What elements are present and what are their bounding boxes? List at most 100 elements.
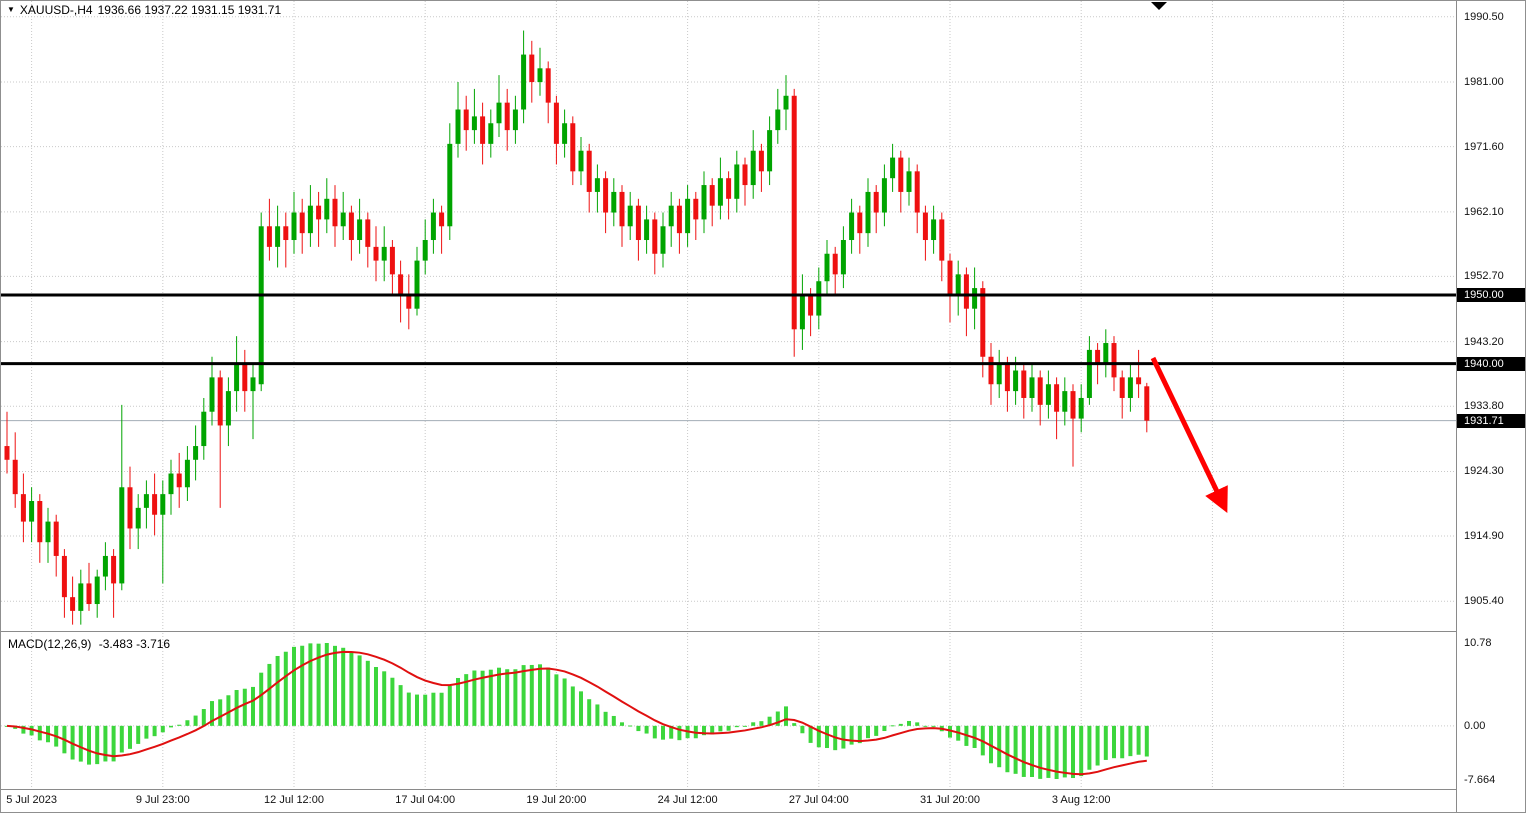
price-tick-label: 1952.70 bbox=[1464, 270, 1504, 283]
time-tick-label: 24 Jul 12:00 bbox=[657, 794, 718, 806]
candle-body bbox=[1127, 377, 1133, 398]
candle-body bbox=[250, 377, 256, 392]
price-tick-label: 1914.90 bbox=[1464, 530, 1504, 543]
time-tick-label: 27 Jul 04:00 bbox=[788, 794, 849, 806]
candle-body bbox=[512, 109, 518, 131]
candle-body bbox=[627, 205, 633, 227]
trend-arrow[interactable] bbox=[1150, 356, 1228, 514]
price-axis[interactable]: 1990.50 1981.00 1971.60 1962.10 1952.70 1943.… bbox=[1456, 1, 1525, 812]
candle-body bbox=[283, 226, 289, 241]
price-tick-label: 1933.80 bbox=[1464, 400, 1504, 413]
candle-body bbox=[275, 226, 281, 247]
candle-body bbox=[209, 377, 215, 412]
candle-body bbox=[972, 288, 978, 309]
price-tick-label: 1962.10 bbox=[1464, 205, 1504, 218]
candle-body bbox=[45, 521, 51, 543]
chart-shift-marker-icon[interactable] bbox=[1151, 2, 1167, 10]
candle-body bbox=[603, 178, 609, 213]
candle-body bbox=[881, 178, 887, 213]
main-price-chart[interactable] bbox=[1, 1, 1456, 631]
candle-body bbox=[758, 150, 764, 172]
candle-body bbox=[619, 191, 625, 227]
candle-body bbox=[816, 281, 822, 316]
time-tick-label: 17 Jul 04:00 bbox=[395, 794, 456, 806]
candle-body bbox=[1078, 397, 1084, 419]
candle-body bbox=[160, 494, 166, 515]
time-tick-label: 19 Jul 20:00 bbox=[526, 794, 587, 806]
time-axis[interactable]: 5 Jul 2023 9 Jul 23:00 12 Jul 12:00 17 Jul … bbox=[1, 790, 1456, 812]
macd-signal-line bbox=[6, 650, 1147, 776]
candle-body bbox=[1144, 386, 1150, 421]
price-tick-label: 1943.20 bbox=[1464, 335, 1504, 348]
candle-body bbox=[537, 68, 543, 83]
ohlc-readout: 1936.66 1937.22 1931.15 1931.71 bbox=[97, 3, 282, 17]
candle-body bbox=[291, 212, 297, 241]
candle-body bbox=[1021, 370, 1027, 398]
candle-body bbox=[406, 294, 412, 309]
level-price-badge: 1940.00 bbox=[1457, 356, 1525, 371]
candle-body bbox=[898, 157, 904, 192]
candle-body bbox=[94, 576, 100, 605]
time-tick-label: 12 Jul 12:00 bbox=[264, 794, 324, 806]
candle-body bbox=[1136, 377, 1142, 385]
price-tick-label: 1981.00 bbox=[1464, 76, 1504, 89]
candle-body bbox=[201, 411, 207, 447]
panel-divider[interactable] bbox=[1, 631, 1456, 633]
candle-body bbox=[939, 219, 945, 261]
candle-body bbox=[316, 205, 322, 220]
candle-body bbox=[988, 356, 994, 385]
candle-body bbox=[947, 260, 953, 295]
candle-body bbox=[1119, 377, 1125, 398]
candle-body bbox=[37, 501, 43, 543]
candle-body bbox=[1111, 343, 1117, 378]
candle-body bbox=[463, 109, 469, 131]
candle-body bbox=[61, 555, 67, 598]
candle-body bbox=[685, 198, 691, 234]
candle-body bbox=[168, 473, 174, 495]
candle-body bbox=[980, 288, 986, 357]
candle-body bbox=[340, 212, 346, 227]
price-tick-label: 1905.40 bbox=[1464, 595, 1504, 608]
candle-body bbox=[635, 205, 641, 241]
candle-body bbox=[808, 294, 814, 316]
candle-body bbox=[1029, 377, 1035, 398]
macd-max-label: 10.78 bbox=[1464, 637, 1492, 649]
candle-body bbox=[594, 178, 600, 192]
time-tick-label: 3 Aug 12:00 bbox=[1051, 794, 1111, 806]
candle-body bbox=[193, 446, 199, 460]
candle-body bbox=[553, 102, 559, 144]
candle-body bbox=[471, 116, 477, 131]
candles[interactable] bbox=[4, 30, 1150, 625]
macd-min-label: -7.664 bbox=[1464, 774, 1496, 786]
candle-body bbox=[389, 246, 395, 275]
candle-body bbox=[381, 246, 387, 261]
candle-body bbox=[529, 54, 535, 83]
candle-body bbox=[734, 164, 740, 199]
candle-body bbox=[29, 501, 35, 522]
candle-body bbox=[135, 507, 141, 529]
candle-body bbox=[488, 123, 494, 144]
candle-body bbox=[1070, 391, 1076, 419]
candle-body bbox=[1054, 384, 1060, 412]
candle-body bbox=[111, 555, 117, 584]
candle-body bbox=[258, 226, 264, 385]
candle-body bbox=[922, 212, 928, 241]
macd-indicator-panel[interactable] bbox=[1, 633, 1456, 789]
price-tick-label: 1971.60 bbox=[1464, 140, 1504, 153]
candle-body bbox=[234, 363, 240, 392]
time-tick-label: 5 Jul 2023 bbox=[6, 794, 57, 806]
candle-body bbox=[102, 555, 108, 577]
candle-body bbox=[701, 185, 707, 220]
candle-body bbox=[890, 157, 896, 179]
candle-body bbox=[611, 191, 617, 213]
candle-body bbox=[143, 494, 149, 508]
candle-body bbox=[119, 487, 125, 584]
candle-body bbox=[791, 95, 797, 330]
candle-body bbox=[1045, 384, 1051, 405]
axis-separator bbox=[1, 789, 1456, 790]
grid-lines bbox=[1, 1, 1456, 631]
candle-body bbox=[726, 178, 732, 199]
candle-body bbox=[455, 109, 461, 144]
candle-body bbox=[152, 494, 158, 515]
candle-body bbox=[86, 583, 92, 605]
